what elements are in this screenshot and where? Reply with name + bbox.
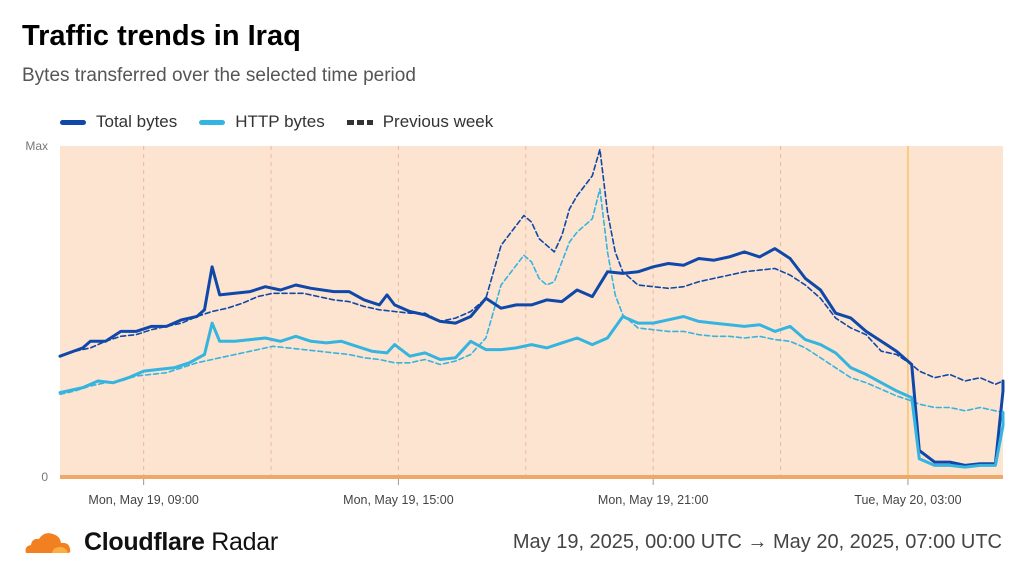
x-axis-ticks: Mon, May 19, 09:00 Mon, May 19, 15:00 Mon,… xyxy=(88,479,962,507)
legend: Total bytes HTTP bytes Previous week xyxy=(60,112,493,132)
legend-label-total: Total bytes xyxy=(96,112,178,131)
legend-label-previous-week: Previous week xyxy=(382,112,494,131)
y-tick-zero: 0 xyxy=(41,470,48,484)
chart-title: Traffic trends in Iraq xyxy=(22,20,301,52)
legend-item-total[interactable]: Total bytes xyxy=(60,112,177,132)
y-tick-max: Max xyxy=(25,139,48,153)
series-line-previous-week-total[interactable] xyxy=(74,148,1004,389)
brand-name: Cloudflare xyxy=(84,528,205,556)
series-group xyxy=(58,148,1005,469)
plot-background xyxy=(60,146,1003,477)
x-tick-label-1: Mon, May 19, 15:00 xyxy=(343,493,454,507)
brand-product: Radar xyxy=(211,528,278,556)
legend-item-previous-week[interactable]: Previous week xyxy=(346,112,494,132)
x-tick-label-3: Tue, May 20, 03:00 xyxy=(854,493,961,507)
legend-label-http: HTTP bytes xyxy=(235,112,325,131)
x-tick-label-2: Mon, May 19, 21:00 xyxy=(598,493,709,507)
x-tick-label-0: Mon, May 19, 09:00 xyxy=(88,493,199,507)
chart-subtitle: Bytes transferred over the selected time… xyxy=(22,65,416,86)
date-range: May 19, 2025, 00:00 UTC → May 20, 2025, … xyxy=(512,531,1002,553)
y-axis-ticks: Max 0 xyxy=(25,139,48,484)
legend-item-http[interactable]: HTTP bytes xyxy=(199,112,325,132)
cloudflare-radar-logo: Cloudflare Radar xyxy=(22,528,278,557)
legend-swatch-previous-week xyxy=(346,119,373,125)
series-line-previous-week-http[interactable] xyxy=(59,188,1004,414)
series-line-total-bytes[interactable] xyxy=(58,247,1005,467)
legend-swatch-total xyxy=(60,119,86,125)
legend-swatch-http xyxy=(199,119,226,125)
cloud-logo-icon xyxy=(25,532,71,553)
series-line-http-bytes[interactable] xyxy=(58,315,1005,469)
